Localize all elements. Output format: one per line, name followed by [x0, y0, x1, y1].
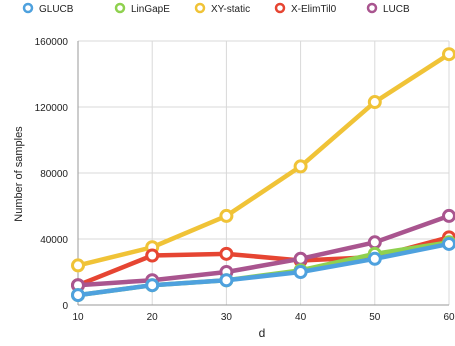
y-tick-label: 160000 — [35, 37, 69, 48]
y-tick-label: 120000 — [35, 103, 69, 114]
data-point — [442, 208, 455, 223]
legend-marker — [22, 2, 34, 14]
x-tick-label: 50 — [369, 312, 381, 323]
legend-item: LUCB — [366, 2, 410, 15]
x-axis-label: d — [259, 326, 266, 340]
axis-labels: d Number of samples — [13, 126, 265, 340]
legend-item: X-ElimTil0 — [274, 2, 337, 15]
legend-label: X-ElimTil0 — [291, 4, 337, 15]
data-point — [442, 236, 455, 251]
data-point — [367, 95, 382, 110]
series-layer — [71, 47, 455, 303]
data-point — [293, 265, 308, 279]
legend-item: GLUCB — [22, 2, 74, 15]
series-line — [75, 51, 452, 268]
legend-marker — [274, 2, 286, 14]
legend-marker — [194, 2, 206, 14]
data-point — [219, 246, 234, 261]
series-line — [75, 213, 452, 288]
legend-marker — [366, 2, 378, 14]
series-lingape — [71, 235, 455, 303]
legend-label: GLUCB — [39, 4, 74, 15]
data-point — [71, 258, 85, 273]
y-tick-label: 80000 — [40, 169, 68, 180]
data-point — [293, 159, 308, 174]
data-point — [219, 273, 234, 288]
data-point — [145, 248, 160, 263]
data-point — [71, 288, 85, 303]
data-point — [219, 208, 234, 223]
series-glucb — [71, 236, 455, 303]
legend-item: XY-static — [194, 2, 250, 15]
x-tick-label: 20 — [147, 312, 159, 323]
legend-marker — [114, 2, 126, 14]
data-point — [293, 251, 308, 266]
legend-label: LUCB — [383, 4, 410, 15]
data-point — [145, 278, 160, 293]
y-axis-label: Number of samples — [13, 126, 25, 222]
series-line — [75, 241, 452, 298]
x-tick-label: 10 — [72, 312, 84, 323]
legend: GLUCB LinGapE XY-static X-ElimTil0 LUCB — [22, 2, 410, 15]
series-xy-static — [71, 47, 455, 273]
data-point — [442, 47, 455, 62]
legend-label: LinGapE — [131, 4, 170, 15]
legend-label: XY-static — [211, 4, 250, 15]
x-tick-label: 30 — [221, 312, 233, 323]
x-tick-label: 40 — [295, 312, 307, 323]
legend-item: LinGapE — [114, 2, 170, 15]
x-tick-label: 60 — [443, 312, 455, 323]
y-tick-label: 40000 — [40, 235, 68, 246]
y-tick-label: 0 — [62, 301, 68, 312]
data-point — [367, 251, 382, 266]
data-point — [367, 235, 382, 250]
